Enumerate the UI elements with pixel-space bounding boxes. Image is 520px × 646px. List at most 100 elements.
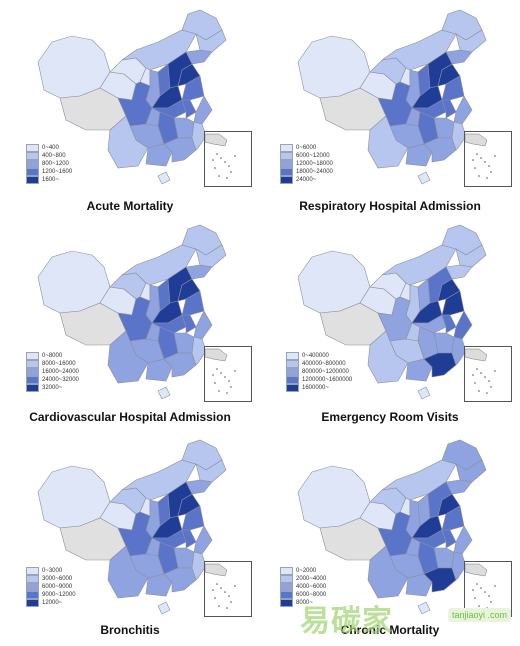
legend-entry: 6000~8000 [280,591,326,599]
inset-island [480,372,482,374]
inset-coast [464,348,488,362]
legend-swatch [286,376,299,384]
inset-island [218,605,220,607]
province-anhui [441,314,457,334]
legend-swatch [286,352,299,360]
legend: 0~400 400~800 800~1200 1200~1600 1600~ [26,144,72,184]
inset-island [220,157,222,159]
inset-island [228,380,230,382]
legend-label: 2000~4000 [296,576,327,582]
inset-island [234,585,236,587]
province-hainan [157,601,171,615]
inset-island [472,374,474,376]
inset-island [214,597,216,599]
inset-island [212,589,214,591]
legend-entry: 800000~1200000 [286,368,352,376]
inset-island [480,157,482,159]
legend-swatch [286,360,299,368]
inset-island [226,607,228,609]
legend-label: 0~400 [42,145,59,151]
legend-label: 12000~ [42,600,63,606]
legend-label: 24000~32000 [42,377,79,383]
legend-swatch [280,176,293,184]
legend-swatch [26,384,39,392]
legend-entry: 8000~16000 [26,360,79,368]
province-guangxi [405,143,433,167]
inset-map [204,563,236,609]
south-china-sea-inset [464,561,512,617]
legend-swatch [280,583,293,591]
panel-emergency-room-visits: 0~400000 400000~800000 800000~1200000 12000… [260,215,520,430]
province-zhejiang [453,310,473,340]
inset-island [486,177,488,179]
legend-entry: 32000~ [26,384,79,392]
province-jiangsu [181,75,205,101]
south-china-sea-inset [464,131,512,187]
legend-label: 400~800 [42,153,66,159]
province-guangdong [163,567,197,593]
inset-map [204,348,236,394]
inset-island [474,597,476,599]
province-anhui [181,99,197,119]
legend-entry: 400000~800000 [286,360,352,368]
province-guangdong [423,137,457,163]
inset-island [476,583,478,585]
inset-island [484,591,486,593]
legend: 0~400000 400000~800000 800000~1200000 12000… [286,352,352,392]
province-jiangsu [181,505,205,531]
inset-island [224,591,226,593]
legend-swatch [26,352,39,360]
panel-respiratory-hospital-admission: 0~6000 6000~12000 12000~18000 18000~24000 24… [260,0,520,215]
legend-entry: 6000~9000 [26,583,76,591]
inset-coast [204,133,228,147]
legend-label: 12000~18000 [296,161,333,167]
inset-map [464,563,496,609]
legend: 0~3000 3000~6000 6000~9000 9000~12000 12000~ [26,567,76,607]
legend-swatch [286,368,299,376]
legend-swatch [26,360,39,368]
inset-island [494,155,496,157]
province-zhejiang [453,525,473,555]
legend-swatch [26,575,39,583]
legend-entry: 6000~12000 [280,152,333,160]
inset-island [230,386,232,388]
province-hainan [417,601,431,615]
china-map-cardiovascular-hospital-admission [37,224,227,400]
legend-swatch [26,368,39,376]
province-guangxi [145,143,173,167]
legend-label: 8000~16000 [42,361,76,367]
legend-label: 6000~9000 [42,584,73,590]
inset-island [214,167,216,169]
panel-acute-mortality: 0~400 400~800 800~1200 1200~1600 1600~ Acute… [0,0,260,215]
province-shandong [437,63,461,87]
legend-label: 1600000~ [302,385,329,391]
legend-label: 0~6000 [296,145,317,151]
inset-island [486,392,488,394]
legend-swatch [26,152,39,160]
inset-island [220,587,222,589]
legend-swatch [26,599,39,607]
legend-swatch [280,168,293,176]
inset-island [220,372,222,374]
province-jiangsu [181,290,205,316]
inset-island [484,376,486,378]
province-jiangsu [441,290,465,316]
legend-label: 400000~800000 [302,361,346,367]
legend-swatch [280,591,293,599]
province-hainan [417,386,431,400]
legend: 0~8000 8000~16000 16000~24000 24000~32000 32… [26,352,79,392]
province-guangxi [405,358,433,382]
legend-entry: 0~6000 [280,144,333,152]
china-map-emergency-room-visits [297,224,487,400]
province-guangxi [145,573,173,597]
province-anhui [441,99,457,119]
legend-label: 18000~24000 [296,169,333,175]
inset-island [226,392,228,394]
legend-entry: 8000~ [280,599,326,607]
province-zhejiang [453,95,473,125]
legend-entry: 4000~6000 [280,583,326,591]
province-guangdong [423,352,457,378]
province-guangdong [163,137,197,163]
legend-entry: 2000~4000 [280,575,326,583]
legend-label: 4000~6000 [296,584,327,590]
